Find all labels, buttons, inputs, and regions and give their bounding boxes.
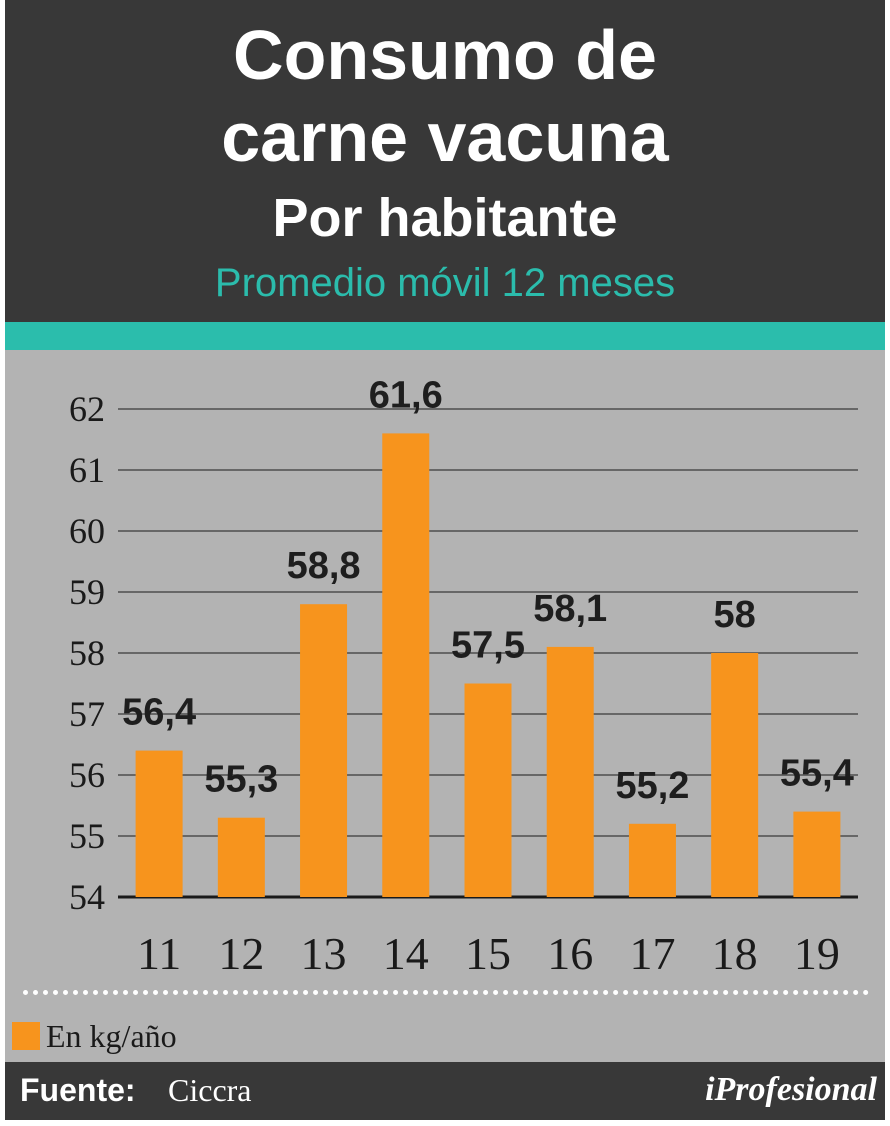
x-tick-label: 16 xyxy=(547,928,593,979)
x-tick-label: 14 xyxy=(383,928,429,979)
legend-label: En kg/año xyxy=(46,1018,177,1054)
source-value: Ciccra xyxy=(168,1072,252,1108)
data-label: 58,8 xyxy=(287,545,361,587)
footer-bar: Fuente: Ciccra iProfesional xyxy=(5,1062,885,1120)
source-label: Fuente: xyxy=(20,1072,136,1108)
legend-swatch xyxy=(12,1022,40,1050)
y-tick-label: 62 xyxy=(69,389,105,429)
y-tick-label: 54 xyxy=(69,877,105,917)
header-panel: Consumo de carne vacuna Por habitante Pr… xyxy=(5,0,885,322)
bar xyxy=(711,653,759,897)
data-label: 55,2 xyxy=(615,765,689,807)
chart-title: Consumo de carne vacuna xyxy=(5,14,885,178)
x-tick-label: 11 xyxy=(137,928,181,979)
y-tick-label: 55 xyxy=(69,816,105,856)
dotted-divider xyxy=(23,990,869,995)
x-tick-label: 18 xyxy=(712,928,758,979)
bar xyxy=(464,683,512,897)
x-tick-label: 15 xyxy=(465,928,511,979)
data-label: 58 xyxy=(714,594,756,636)
chart-note: Promedio móvil 12 meses xyxy=(214,261,676,305)
data-label: 57,5 xyxy=(451,625,525,667)
chart-subtitle: Por habitante xyxy=(272,188,618,248)
bar xyxy=(300,604,348,897)
y-tick-label: 58 xyxy=(69,633,105,673)
x-tick-label: 19 xyxy=(794,928,840,979)
data-label: 58,1 xyxy=(533,588,607,630)
data-label: 56,4 xyxy=(122,692,196,734)
brand-logo: iProfesional xyxy=(705,1071,877,1108)
title-line-2: carne vacuna xyxy=(221,98,669,176)
bar xyxy=(135,750,183,897)
bar-chart: 54 55 56 57 58 59 60 61 62 56,4 11 55,3 12 58,8 13 61,6… xyxy=(69,374,858,979)
data-label: 55,4 xyxy=(780,753,854,795)
y-tick-label: 59 xyxy=(69,572,105,612)
chart-panel: 54 55 56 57 58 59 60 61 62 56,4 11 55,3 12 58,8 13 61,6… xyxy=(5,350,885,1062)
data-label: 55,3 xyxy=(204,759,278,801)
bar xyxy=(628,823,676,897)
title-line-1: Consumo de xyxy=(233,16,657,94)
bar xyxy=(217,817,265,897)
y-tick-label: 56 xyxy=(69,755,105,795)
x-tick-label: 17 xyxy=(629,928,675,979)
data-label: 61,6 xyxy=(369,374,443,416)
x-tick-label: 13 xyxy=(301,928,347,979)
y-tick-label: 60 xyxy=(69,511,105,551)
y-tick-label: 57 xyxy=(69,694,105,734)
y-tick-label: 61 xyxy=(69,450,105,490)
bar xyxy=(382,433,430,897)
accent-band xyxy=(5,322,885,350)
bar xyxy=(546,646,594,897)
bar xyxy=(793,811,841,897)
x-tick-label: 12 xyxy=(218,928,264,979)
